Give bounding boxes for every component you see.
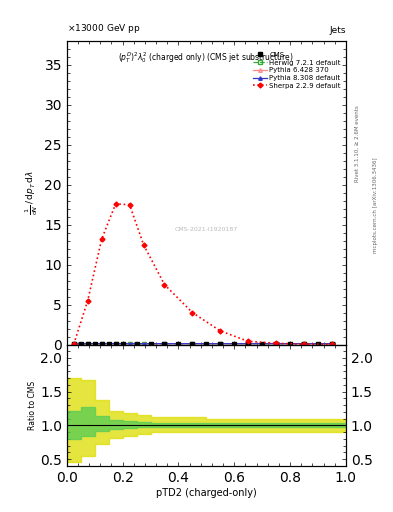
CMS: [316, 341, 320, 347]
Herwig 7.2.1 default: [141, 340, 146, 347]
CMS: [92, 340, 97, 347]
Text: Jets: Jets: [329, 26, 346, 35]
Pythia 6.428 370: [218, 340, 222, 347]
Sherpa 2.2.9 default: [99, 236, 104, 242]
Sherpa 2.2.9 default: [274, 340, 278, 347]
Pythia 8.308 default: [85, 340, 90, 347]
Sherpa 2.2.9 default: [329, 342, 334, 348]
Pythia 8.308 default: [72, 341, 76, 347]
CMS: [162, 340, 167, 347]
Pythia 8.308 default: [302, 340, 307, 347]
Pythia 6.428 370: [329, 340, 334, 347]
Line: Pythia 6.428 370: Pythia 6.428 370: [72, 342, 334, 346]
Pythia 6.428 370: [190, 340, 195, 347]
Pythia 8.308 default: [99, 340, 104, 347]
Pythia 6.428 370: [246, 340, 251, 347]
Pythia 8.308 default: [218, 340, 222, 347]
Pythia 6.428 370: [85, 340, 90, 347]
Pythia 8.308 default: [329, 340, 334, 347]
CMS: [85, 340, 90, 347]
CMS: [260, 341, 264, 347]
Text: $\times$13000 GeV pp: $\times$13000 GeV pp: [67, 22, 140, 35]
Pythia 8.308 default: [246, 340, 251, 347]
Pythia 8.308 default: [190, 340, 195, 347]
Text: CMS-2021-I1920187: CMS-2021-I1920187: [175, 227, 238, 231]
Pythia 8.308 default: [141, 340, 146, 347]
Herwig 7.2.1 default: [127, 340, 132, 347]
Herwig 7.2.1 default: [246, 340, 251, 347]
CMS: [302, 341, 307, 347]
Pythia 8.308 default: [162, 340, 167, 347]
CMS: [204, 341, 209, 347]
Pythia 6.428 370: [72, 341, 76, 347]
Pythia 6.428 370: [141, 340, 146, 347]
Sherpa 2.2.9 default: [190, 309, 195, 315]
Pythia 8.308 default: [274, 340, 278, 347]
Herwig 7.2.1 default: [85, 340, 90, 347]
Text: $(p_T^D)^2\lambda_0^2$ (charged only) (CMS jet substructure): $(p_T^D)^2\lambda_0^2$ (charged only) (C…: [118, 50, 294, 65]
CMS: [274, 341, 278, 347]
Line: Herwig 7.2.1 default: Herwig 7.2.1 default: [72, 342, 334, 346]
CMS: [106, 340, 111, 347]
CMS: [232, 341, 237, 347]
Pythia 6.428 370: [127, 340, 132, 347]
CMS: [99, 340, 104, 347]
CMS: [218, 341, 222, 347]
Herwig 7.2.1 default: [302, 340, 307, 347]
Line: Sherpa 2.2.9 default: Sherpa 2.2.9 default: [72, 202, 334, 346]
CMS: [329, 341, 334, 347]
Y-axis label: $\frac{1}{\mathrm{d}N}\,/\,\mathrm{d}p_T\,\mathrm{d}\lambda$: $\frac{1}{\mathrm{d}N}\,/\,\mathrm{d}p_T…: [24, 170, 40, 215]
Text: Rivet 3.1.10, ≥ 2.6M events: Rivet 3.1.10, ≥ 2.6M events: [355, 105, 360, 182]
Sherpa 2.2.9 default: [218, 328, 222, 334]
Pythia 6.428 370: [274, 340, 278, 347]
Y-axis label: Ratio to CMS: Ratio to CMS: [28, 380, 37, 430]
Sherpa 2.2.9 default: [127, 202, 132, 208]
Sherpa 2.2.9 default: [302, 341, 307, 347]
Herwig 7.2.1 default: [162, 340, 167, 347]
Line: Pythia 8.308 default: Pythia 8.308 default: [72, 342, 334, 346]
CMS: [72, 341, 76, 347]
CMS: [134, 340, 139, 347]
Herwig 7.2.1 default: [274, 340, 278, 347]
Herwig 7.2.1 default: [329, 340, 334, 347]
Line: CMS: CMS: [72, 342, 334, 346]
Herwig 7.2.1 default: [99, 340, 104, 347]
CMS: [288, 341, 292, 347]
CMS: [113, 340, 118, 347]
CMS: [246, 341, 251, 347]
Pythia 8.308 default: [113, 340, 118, 347]
CMS: [120, 340, 125, 347]
Pythia 6.428 370: [162, 340, 167, 347]
X-axis label: pTD2 (charged-only): pTD2 (charged-only): [156, 487, 257, 498]
Pythia 6.428 370: [99, 340, 104, 347]
CMS: [176, 340, 181, 347]
Herwig 7.2.1 default: [72, 341, 76, 347]
Herwig 7.2.1 default: [190, 340, 195, 347]
Pythia 6.428 370: [302, 340, 307, 347]
Sherpa 2.2.9 default: [85, 297, 90, 304]
Sherpa 2.2.9 default: [141, 242, 146, 248]
Text: mcplots.cern.ch [arXiv:1306.3436]: mcplots.cern.ch [arXiv:1306.3436]: [373, 157, 378, 252]
Herwig 7.2.1 default: [113, 340, 118, 347]
Herwig 7.2.1 default: [218, 340, 222, 347]
Sherpa 2.2.9 default: [162, 282, 167, 288]
CMS: [79, 340, 83, 347]
CMS: [190, 340, 195, 347]
Legend: CMS, Herwig 7.2.1 default, Pythia 6.428 370, Pythia 8.308 default, Sherpa 2.2.9 : CMS, Herwig 7.2.1 default, Pythia 6.428 …: [252, 51, 342, 90]
Sherpa 2.2.9 default: [72, 341, 76, 347]
Sherpa 2.2.9 default: [113, 201, 118, 207]
Pythia 6.428 370: [113, 340, 118, 347]
CMS: [148, 340, 153, 347]
Sherpa 2.2.9 default: [246, 338, 251, 345]
Pythia 8.308 default: [127, 340, 132, 347]
